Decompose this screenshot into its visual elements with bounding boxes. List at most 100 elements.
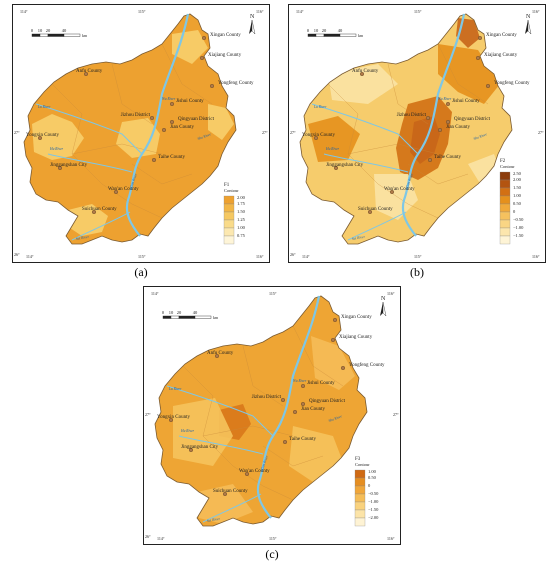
river-label-shu: Shu River — [197, 132, 212, 141]
legend-label: 0.50 — [368, 475, 377, 480]
coord-left-lat: 27° — [290, 130, 296, 135]
place-label-jian: Jian County — [170, 125, 195, 130]
legend-swatch — [499, 235, 511, 245]
coord-bottom-mid: 115° — [414, 254, 422, 259]
place-label-xiajiang: Xiajiang County — [339, 335, 373, 340]
town-marker — [477, 36, 482, 41]
town-marker — [475, 56, 480, 61]
place-label-xiajiang: Xiajiang County — [208, 53, 242, 58]
panel-label-b: (b) — [410, 265, 424, 279]
legend-label: 2.00 — [237, 195, 246, 200]
map-frame — [288, 4, 546, 263]
county-border — [387, 63, 429, 125]
place-label-anfu: Anfu County — [207, 351, 234, 356]
map-svg-c: Gan River Lu River Wu River Hu River Shu Riv… — [145, 291, 399, 541]
tributary-line — [311, 103, 419, 155]
tributary-line — [347, 211, 407, 241]
town-marker — [169, 417, 174, 422]
scale-unit: km — [82, 33, 88, 38]
scale-tick: 40 — [62, 28, 67, 33]
scale-unit: km — [358, 33, 364, 38]
legend-label: 1.00 — [237, 225, 246, 230]
panel-label-c: (c) — [265, 547, 279, 561]
place-label-jian: Jian County — [301, 407, 326, 412]
scale-tick: 0 — [307, 28, 310, 33]
place-label-suichuan: Suichuan County — [358, 207, 393, 212]
contour-zone — [328, 64, 398, 104]
town-marker — [367, 209, 372, 214]
town-marker — [340, 365, 345, 370]
scale-tick: 0 — [162, 310, 165, 315]
map-panel-b: Gan River Lu River Wu River Hu River Shu Riv… — [288, 4, 546, 263]
coord-right-lat: 27° — [538, 130, 544, 135]
legend-label: 2.50 — [513, 171, 522, 176]
town-marker — [330, 338, 335, 343]
north-arrow-icon — [249, 20, 252, 34]
place-label-yongxin: Yongxin County — [157, 415, 190, 420]
river-label-lu: Lu River — [168, 387, 182, 391]
contour-zone — [308, 116, 360, 162]
contour-zone — [173, 398, 233, 466]
county-border — [377, 183, 439, 219]
place-label-suichuan: Suichuan County — [82, 207, 117, 212]
river-label-sui: Sui River — [351, 235, 365, 241]
contour-zone — [311, 336, 355, 390]
town-marker — [58, 165, 63, 170]
legend-label: 1.50 — [237, 209, 246, 214]
place-label-wanan: Wan'an County — [384, 187, 415, 192]
north-label: N — [381, 296, 386, 302]
town-marker — [169, 101, 174, 106]
coord-left-lat: 27° — [14, 130, 20, 135]
town-marker — [38, 135, 43, 140]
town-marker — [244, 471, 249, 476]
scale-tick: 20 — [46, 28, 51, 33]
place-label-jizhou: Jizhou District — [397, 113, 427, 118]
place-label-xiajiang: Xiajiang County — [484, 53, 518, 58]
place-label-wanan: Wan'an County — [239, 469, 270, 474]
county-border — [437, 43, 489, 105]
map-panel-c: Gan River Lu River Wu River Hu River Shu Riv… — [143, 286, 401, 545]
county-border — [292, 325, 344, 387]
county-border — [161, 43, 213, 105]
coord-bottom-right: 116° — [256, 254, 264, 259]
town-marker — [149, 115, 154, 120]
river-label-gan: Gan River — [260, 454, 269, 470]
town-marker — [199, 56, 204, 61]
town-marker — [282, 439, 287, 444]
river-label-hu: Hu River — [49, 147, 64, 151]
place-label-taihe: Taihe County — [289, 437, 317, 442]
coord-top-left: 114° — [296, 9, 304, 14]
coord-top-right: 116° — [387, 291, 395, 296]
scale-tick: 0 — [31, 28, 34, 33]
county-border — [182, 365, 234, 467]
legend-label: 1.25 — [237, 217, 246, 222]
town-marker — [389, 189, 394, 194]
legend-label: −1.50 — [513, 233, 524, 238]
coord-top-right: 116° — [532, 9, 540, 14]
town-marker — [300, 383, 305, 388]
river-label-shu: Shu River — [473, 132, 488, 141]
place-label-jinggangshan: Jinggangshan City — [181, 445, 219, 450]
place-label-jian: Jian County — [446, 125, 471, 130]
county-border — [232, 465, 294, 501]
river-label-gan: Gan River — [129, 172, 138, 188]
coord-top-mid: 115° — [269, 291, 277, 296]
tributary-line — [71, 211, 131, 241]
coord-bottom-left-lat: 26° — [14, 252, 20, 257]
town-marker — [359, 71, 364, 76]
place-label-qingyuan: Qingyuan District — [454, 117, 491, 122]
river-label-hu: Hu River — [325, 147, 340, 151]
town-marker — [189, 447, 194, 452]
coord-top-left: 114° — [20, 9, 28, 14]
town-marker — [485, 83, 490, 88]
place-label-jishui: Jishui County — [307, 381, 335, 386]
river-label-sui: Sui River — [206, 517, 220, 523]
county-border — [202, 425, 294, 437]
north-label: N — [250, 14, 255, 20]
town-marker — [292, 409, 297, 414]
legend-swatch — [354, 517, 366, 527]
legend-label: 0.50 — [513, 201, 522, 206]
town-marker — [151, 157, 156, 162]
coord-right-lat: 27° — [262, 130, 268, 135]
scale-tick: 20 — [322, 28, 327, 33]
